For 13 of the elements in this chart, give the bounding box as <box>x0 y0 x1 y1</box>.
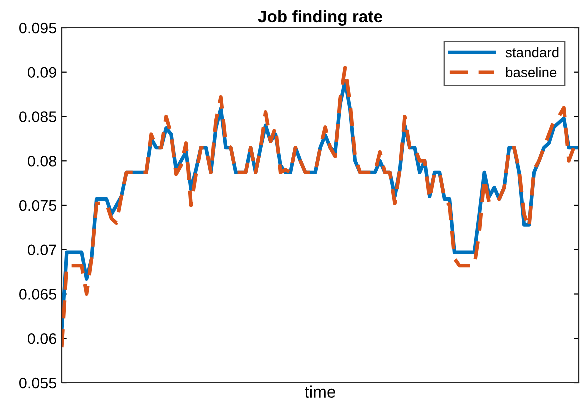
y-tick-label: 0.055 <box>20 378 56 389</box>
y-tick-label: 0.09 <box>28 67 56 78</box>
x-axis-title: time <box>305 386 336 398</box>
y-tick-label: 0.065 <box>20 289 56 300</box>
y-tick-label: 0.08 <box>28 156 56 167</box>
legend-label: baseline <box>506 67 557 78</box>
y-tick-label: 0.095 <box>20 22 56 34</box>
chart-title: Job finding rate <box>258 10 382 26</box>
legend-label: standard <box>506 47 559 58</box>
y-tick-label: 0.075 <box>20 200 56 212</box>
y-tick-label: 0.06 <box>28 333 56 344</box>
y-tick-label: 0.085 <box>20 112 56 122</box>
y-tick-label: 0.07 <box>28 244 56 256</box>
